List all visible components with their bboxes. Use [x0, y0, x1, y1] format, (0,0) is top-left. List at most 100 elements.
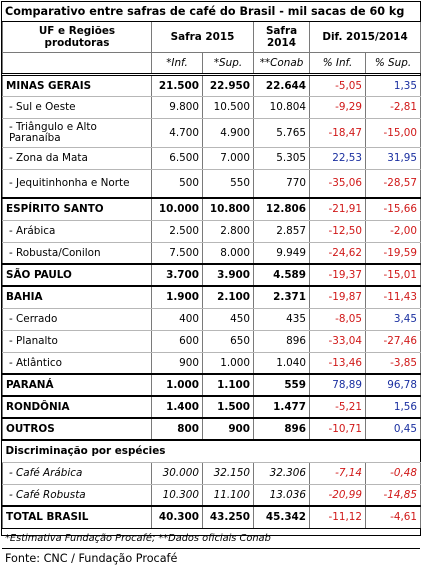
species-row: - Café Robusta 10.300 11.100 13.036 -20,99 -1… — [2, 484, 422, 507]
value-conab: 10.804 — [253, 96, 311, 119]
value-conab: 559 — [253, 373, 311, 397]
value-conab: 13.036 — [253, 484, 311, 507]
pct-sup: -19,59 — [365, 242, 422, 265]
footnote: *Estimativa Fundação Procafé; **Dados of… — [2, 529, 420, 549]
value-sup: 1.500 — [201, 395, 255, 419]
table-row: RONDÔNIA 1.400 1.500 1.477 -5,21 1,56 — [2, 395, 422, 419]
value-conab: 4.589 — [253, 263, 311, 287]
value-sup: 1.100 — [201, 373, 255, 397]
value-sup: 10.500 — [201, 96, 255, 119]
header-uf: UF e Regiões produtoras — [2, 22, 152, 53]
pct-sup: 31,95 — [365, 147, 422, 170]
value-sup: 900 — [201, 417, 255, 441]
table-row: - Arábica 2.500 2.800 2.857 -12,50 -2,00 — [2, 220, 422, 243]
value-conab: 1.040 — [253, 352, 311, 375]
value-conab: 5.765 — [253, 118, 311, 148]
table-row: - Zona da Mata 6.500 7.000 5.305 22,53 31,95 — [2, 147, 422, 170]
pct-sup: -0,48 — [365, 462, 422, 485]
value-inf: 10.300 — [151, 484, 203, 507]
table-row: - Atlântico 900 1.000 1.040 -13,46 -3,85 — [2, 352, 422, 375]
value-conab: 22.644 — [253, 73, 311, 97]
table-row: - Sul e Oeste 9.800 10.500 10.804 -9,29 -2,81 — [2, 96, 422, 119]
value-inf: 10.000 — [151, 197, 203, 221]
pct-inf: 22,53 — [309, 147, 367, 170]
table-row: BAHIA 1.900 2.100 2.371 -19,87 -11,43 — [2, 285, 422, 309]
value-conab: 896 — [253, 330, 311, 353]
row-label: - Arábica — [2, 220, 152, 243]
value-inf: 500 — [151, 169, 203, 199]
pct-sup: 1,35 — [365, 73, 422, 97]
header-dif: Dif. 2015/2014 — [309, 22, 422, 53]
pct-inf: -19,37 — [309, 263, 367, 287]
value-inf: 2.500 — [151, 220, 203, 243]
pct-sup: -3,85 — [365, 352, 422, 375]
value-sup: 11.100 — [201, 484, 255, 507]
row-label: OUTROS — [2, 417, 152, 441]
row-label: - Atlântico — [2, 352, 152, 375]
table-row: - Robusta/Conilon 7.500 8.000 9.949 -24,62 -1… — [2, 242, 422, 265]
value-sup: 32.150 — [201, 462, 255, 485]
row-label: - Jequitinhonha e Norte — [2, 169, 152, 199]
row-label: - Café Robusta — [2, 484, 152, 507]
pct-inf: -20,99 — [309, 484, 367, 507]
value-sup: 450 — [201, 308, 255, 331]
value-sup: 22.950 — [201, 73, 255, 97]
pct-sup: -2,00 — [365, 220, 422, 243]
value-sup: 2.100 — [201, 285, 255, 309]
value-inf: 1.000 — [151, 373, 203, 397]
value-inf: 9.800 — [151, 96, 203, 119]
value-inf: 7.500 — [151, 242, 203, 265]
pct-sup: 1,56 — [365, 395, 422, 419]
row-label: - Cerrado — [2, 308, 152, 331]
table-row: - Triângulo e Alto Paranaíba 4.700 4.900 5.… — [2, 118, 422, 148]
value-conab: 12.806 — [253, 197, 311, 221]
pct-inf: -21,91 — [309, 197, 367, 221]
row-label: - Zona da Mata — [2, 147, 152, 170]
pct-sup: -15,66 — [365, 197, 422, 221]
pct-sup: -28,57 — [365, 169, 422, 199]
table-row: MINAS GERAIS 21.500 22.950 22.644 -5,05 1,35 — [2, 73, 422, 97]
pct-inf: -5,05 — [309, 73, 367, 97]
value-sup: 3.900 — [201, 263, 255, 287]
value-sup: 4.900 — [201, 118, 255, 148]
species-row: - Café Arábica 30.000 32.150 32.306 -7,14 -0,… — [2, 462, 422, 485]
pct-inf: 78,89 — [309, 373, 367, 397]
pct-sup: 3,45 — [365, 308, 422, 331]
value-conab: 1.477 — [253, 395, 311, 419]
table-title: Comparativo entre safras de café do Bras… — [2, 2, 420, 22]
row-label: PARANÁ — [2, 373, 152, 397]
value-inf: 1.900 — [151, 285, 203, 309]
value-sup: 43.250 — [201, 505, 255, 529]
section-header-row: Discriminação por espécies — [2, 439, 421, 463]
total-row: TOTAL BRASIL 40.300 43.250 45.342 -11,12 -4,6… — [2, 505, 422, 529]
pct-inf: -19,87 — [309, 285, 367, 309]
pct-sup: -27,46 — [365, 330, 422, 353]
pct-inf: -33,04 — [309, 330, 367, 353]
harvest-table: UF e Regiões produtoras Safra 2015 Safra… — [2, 22, 422, 529]
row-label: TOTAL BRASIL — [2, 505, 152, 529]
value-conab: 45.342 — [253, 505, 311, 529]
row-label: RONDÔNIA — [2, 395, 152, 419]
row-label: - Planalto — [2, 330, 152, 353]
header-inf: *Inf. — [151, 52, 203, 76]
table-row: - Jequitinhonha e Norte 500 550 770 -35,06 -2… — [2, 169, 422, 199]
section-species-title: Discriminação por espécies — [2, 439, 421, 463]
value-inf: 1.400 — [151, 395, 203, 419]
value-inf: 21.500 — [151, 73, 203, 97]
header-safra-2015: Safra 2015 — [150, 22, 255, 53]
value-sup: 1.000 — [201, 352, 255, 375]
table-row: SÃO PAULO 3.700 3.900 4.589 -19,37 -15,01 — [2, 263, 422, 287]
value-inf: 400 — [151, 308, 203, 331]
value-inf: 3.700 — [151, 263, 203, 287]
value-conab: 435 — [253, 308, 311, 331]
value-inf: 600 — [151, 330, 203, 353]
row-label: ESPÍRITO SANTO — [2, 197, 152, 221]
pct-inf: -13,46 — [309, 352, 367, 375]
pct-inf: -11,12 — [309, 505, 367, 529]
value-conab: 2.371 — [253, 285, 311, 309]
pct-inf: -10,71 — [309, 417, 367, 441]
table-row: ESPÍRITO SANTO 10.000 10.800 12.806 -21,91 -1… — [2, 197, 422, 221]
header-conab: **Conab — [253, 52, 311, 76]
header-sup: *Sup. — [201, 52, 255, 76]
pct-sup: -2,81 — [365, 96, 422, 119]
